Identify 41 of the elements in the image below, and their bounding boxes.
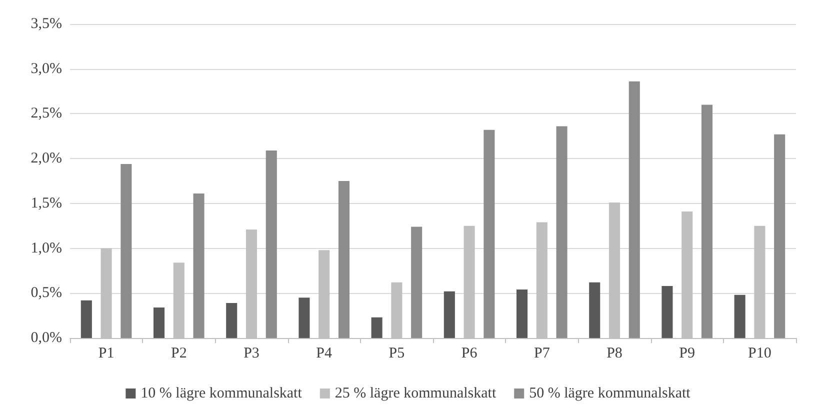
bar <box>734 294 746 338</box>
legend-label: 10 % lägre kommunalskatt <box>140 386 303 402</box>
y-tick-label: 1,5% <box>30 195 62 212</box>
bar <box>266 150 277 338</box>
x-tick-label: P8 <box>606 346 622 362</box>
y-tick-label: 1,0% <box>30 240 62 256</box>
x-tick-label: P4 <box>316 346 333 362</box>
bar <box>628 81 640 338</box>
y-tick-label: 2,0% <box>30 150 62 167</box>
bar <box>516 290 528 338</box>
legend-label: 50 % lägre kommunalskatt <box>529 386 692 402</box>
bar <box>701 104 713 338</box>
bar <box>411 226 422 338</box>
x-tick-label: P6 <box>461 346 478 362</box>
bar <box>444 291 455 338</box>
y-tick-label: 3,5% <box>30 16 62 32</box>
y-tick-label: 3,0% <box>30 60 62 77</box>
bar <box>589 282 600 338</box>
x-tick-label: P1 <box>98 346 114 362</box>
y-tick-label: 0,5% <box>30 285 62 302</box>
bar <box>193 194 204 338</box>
x-tick-label: P5 <box>388 346 405 362</box>
legend-label: 25 % lägre kommunalskatt <box>334 386 497 402</box>
bar <box>298 298 310 338</box>
bar <box>153 307 165 338</box>
x-tick-label: P7 <box>534 346 550 362</box>
bar <box>556 126 568 338</box>
x-tick-label: P3 <box>244 346 260 362</box>
bar <box>338 181 350 338</box>
y-tick-label: 0,0% <box>30 330 62 346</box>
x-tick-label: P2 <box>170 346 187 362</box>
bar <box>662 286 673 338</box>
x-tick-label: P10 <box>748 346 772 362</box>
bar <box>80 300 92 338</box>
bar <box>120 164 132 338</box>
y-tick-label: 2,5% <box>30 106 62 122</box>
bar <box>484 130 495 338</box>
bar <box>226 303 238 338</box>
bar <box>774 134 786 338</box>
x-tick-label: P9 <box>679 346 696 362</box>
bar <box>371 317 382 338</box>
